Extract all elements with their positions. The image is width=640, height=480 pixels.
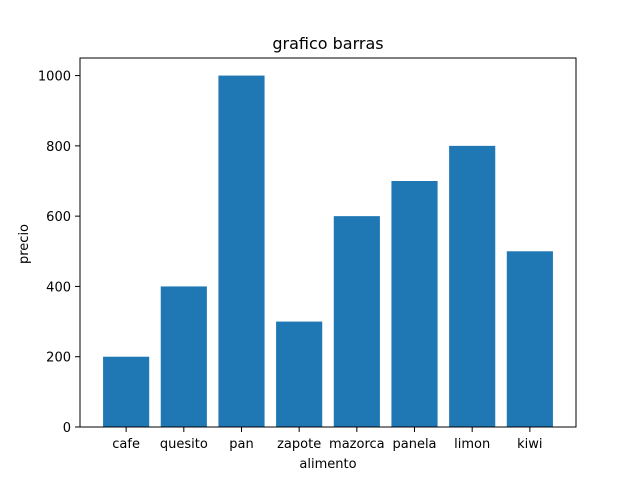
plot-frame	[79, 57, 577, 428]
y-tick-label: 0	[63, 421, 71, 436]
y-tick-label: 800	[46, 140, 71, 155]
x-tick-label: kiwi	[517, 437, 542, 452]
y-tick-label: 1000	[38, 70, 71, 85]
x-tick-label: panela	[392, 437, 436, 452]
axes-layer	[79, 57, 577, 428]
y-axis-label: precio	[17, 224, 32, 264]
x-ticks-layer: cafe quesito pan zapote mazorca panela limon ki…	[112, 427, 543, 452]
x-tick-label: pan	[229, 437, 253, 452]
bar-limon	[449, 145, 496, 428]
bar-cafe	[103, 356, 150, 427]
x-tick-label: cafe	[112, 437, 140, 452]
chart-title: grafico barras	[272, 34, 383, 53]
x-tick-label: limon	[454, 437, 490, 452]
y-tick-label: 400	[46, 280, 71, 295]
x-axis-label: alimento	[299, 457, 356, 472]
bar-mazorca	[333, 216, 380, 427]
bars-layer	[103, 75, 553, 428]
x-tick-label: mazorca	[329, 437, 385, 452]
y-tick-label: 600	[46, 210, 71, 225]
x-tick-label: zapote	[277, 437, 321, 452]
y-ticks-layer: 0 200 400 600 800 1000	[38, 70, 80, 436]
bar-pan	[218, 75, 265, 427]
bar-quesito	[160, 286, 207, 427]
bar-zapote	[276, 321, 323, 427]
y-tick-label: 200	[46, 351, 71, 366]
bar-panela	[391, 181, 438, 427]
x-tick-label: quesito	[160, 437, 208, 452]
bar-kiwi	[506, 251, 553, 427]
